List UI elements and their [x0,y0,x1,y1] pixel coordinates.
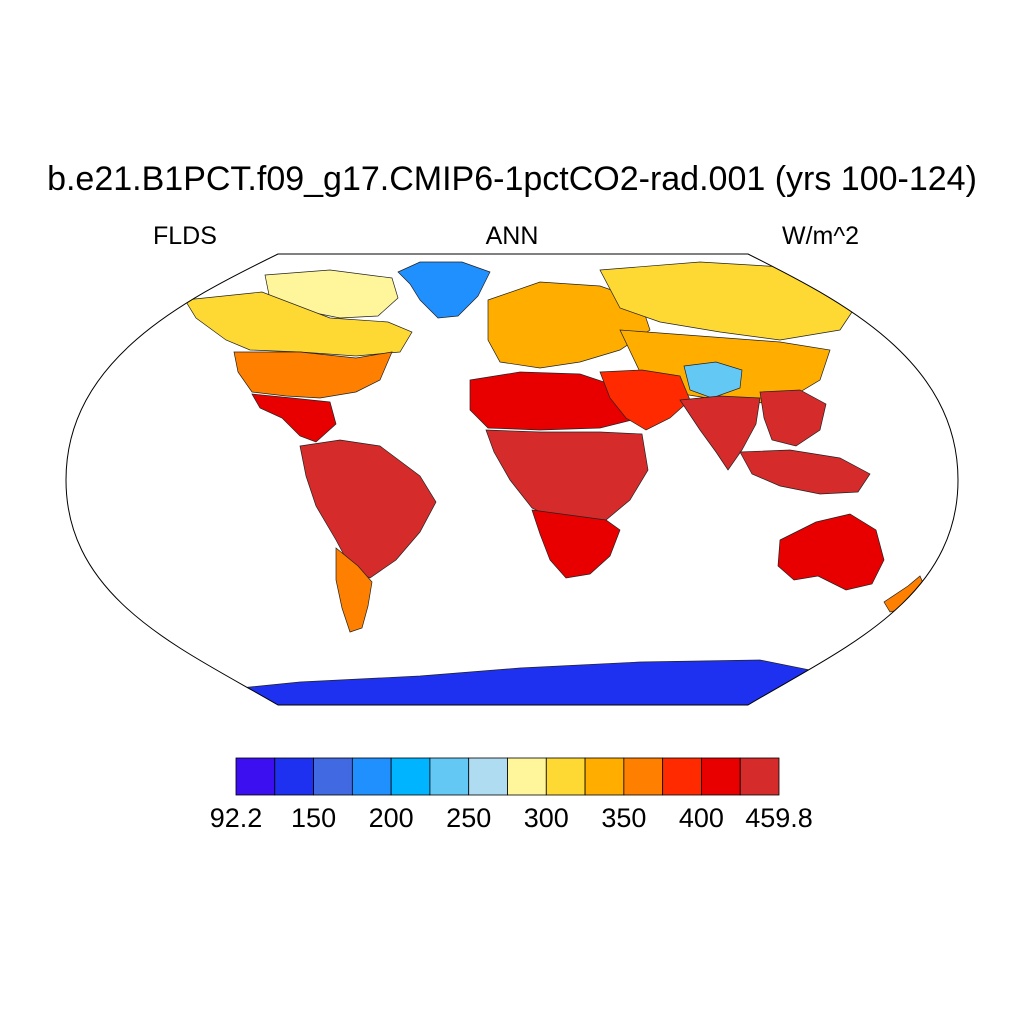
region-usa [233,351,393,399]
colorbar-tick-label: 300 [524,803,569,833]
region-middle-east [599,369,691,431]
colorbar-tick-label: 92.2 [210,803,263,833]
colorbar-tick-label: 200 [369,803,414,833]
region-south-america [299,439,437,579]
colorbar-box [274,757,314,796]
colorbar-box [351,757,392,796]
colorbar-box [507,757,547,796]
variable-label: FLDS [153,222,217,250]
colorbar-box [545,757,586,796]
region-mexico-central-america [251,393,337,443]
colorbar-labels: 92.2 150 200 250 300 350 400 459.8 [210,803,813,833]
colorbar-box [739,757,780,796]
region-antarctica [219,659,831,705]
region-europe [487,281,651,369]
region-greenland [397,261,491,319]
colorbar-box [701,757,741,796]
region-tibetan-plateau [683,361,743,399]
region-southern-africa [531,509,621,579]
colorbar-box [662,757,702,796]
colorbar-box [468,757,508,796]
region-siberia [599,261,861,341]
region-north-africa [469,371,641,431]
colorbar-boxes [235,757,780,796]
region-indonesia [739,449,871,495]
colorbar-box [429,757,470,796]
region-patagonia [335,547,373,633]
colorbar-box [584,757,625,796]
colorbar-box [623,757,664,796]
colorbar-box [313,757,353,796]
map-boundary [65,253,959,706]
region-southeast-asia [759,389,827,447]
colorbar-box [235,757,276,796]
region-india [679,395,761,471]
land-layer [184,261,927,705]
colorbar-tick-label: 459.8 [745,803,813,833]
plot-title: b.e21.B1PCT.f09_g17.CMIP6-1pctCO2-rad.00… [47,160,977,198]
colorbar-box [390,757,431,796]
colorbar-tick-label: 250 [446,803,491,833]
region-central-africa [485,429,649,523]
region-australia [777,513,885,591]
season-label: ANN [485,222,539,250]
colorbar-tick-label: 150 [291,803,336,833]
colorbar-tick-label: 400 [679,803,724,833]
colorbar-tick-label: 350 [601,803,646,833]
units-label: W/m^2 [782,222,860,250]
